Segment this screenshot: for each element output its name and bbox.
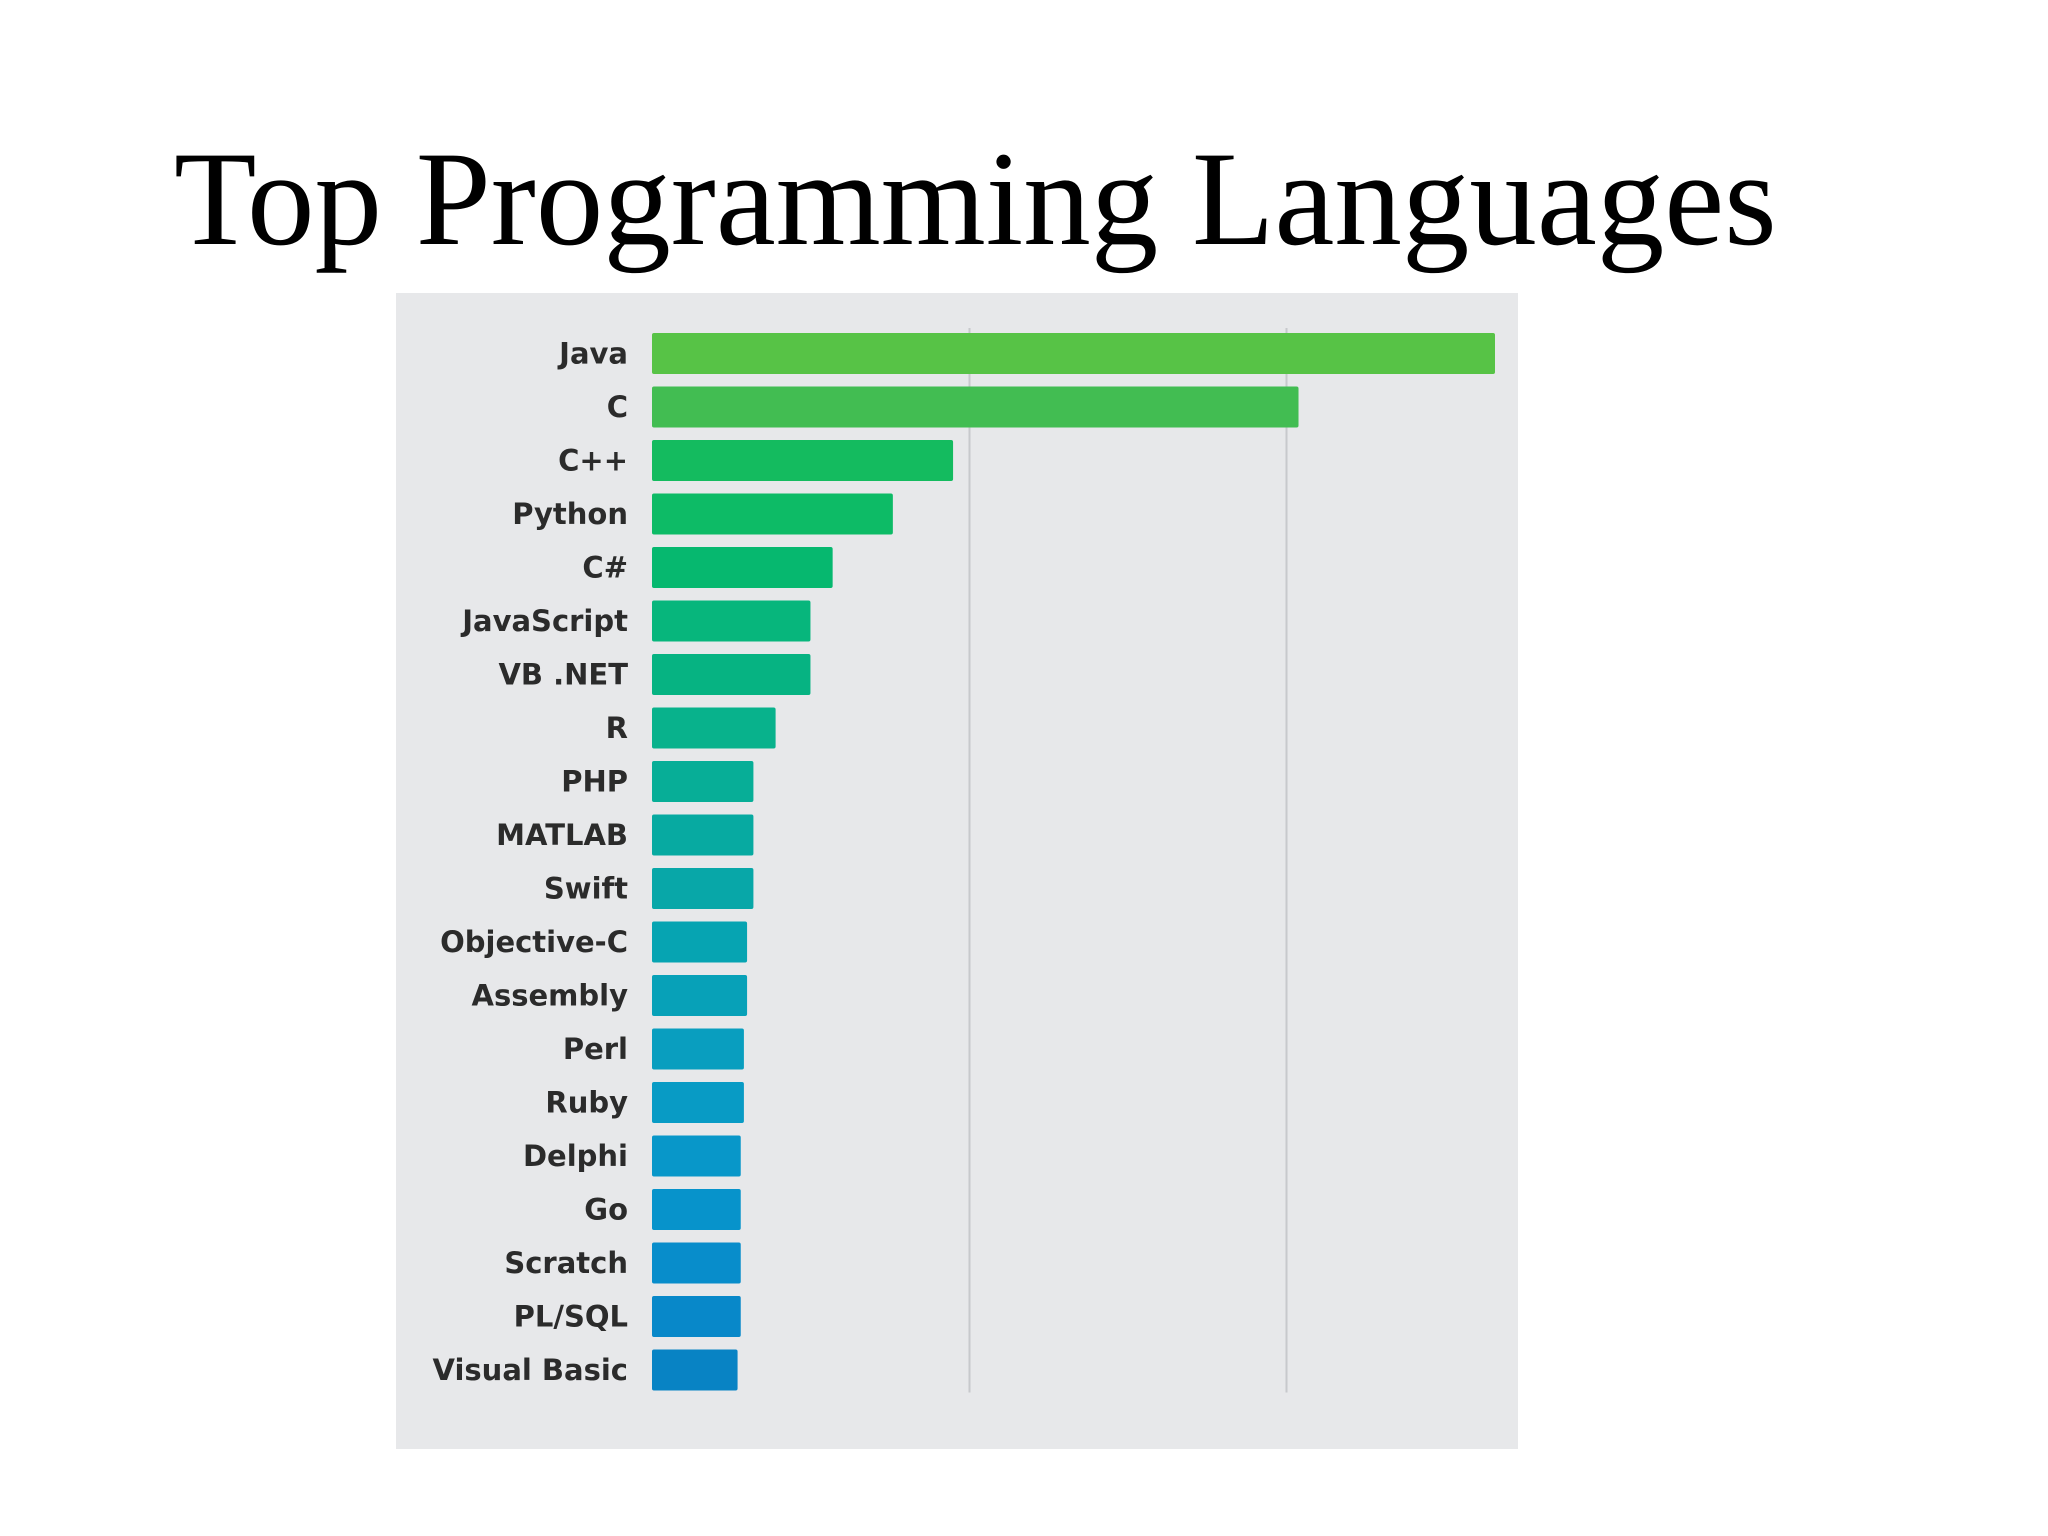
category-label-matlab: MATLAB <box>496 818 628 852</box>
category-label-assembly: Assembly <box>472 979 629 1013</box>
category-label-vb-net: VB .NET <box>498 658 628 692</box>
chart-panel: Java C C++ Python C# JavaScript VB .NET R PHP MAT… <box>396 293 1518 1449</box>
category-label-objective-c: Objective-C <box>440 925 628 959</box>
bar-matlab <box>652 814 754 856</box>
category-label-php: PHP <box>561 765 628 799</box>
bar-visual-basic <box>652 1349 738 1391</box>
bar-assembly <box>652 975 748 1016</box>
category-label-scratch: Scratch <box>504 1246 628 1280</box>
bar-pl-sql <box>652 1296 741 1337</box>
bar-vb-net <box>652 654 811 695</box>
bar-go <box>652 1189 741 1230</box>
bar-php <box>652 761 754 802</box>
slide-title: Top Programming Languages <box>174 125 1777 274</box>
bar-perl <box>652 1028 744 1070</box>
category-label-pl-sql: PL/SQL <box>514 1300 628 1334</box>
bar-chart: Java C C++ Python C# JavaScript VB .NET R PHP MAT… <box>433 328 1495 1393</box>
category-label-ruby: Ruby <box>545 1086 628 1120</box>
bar-scratch <box>652 1242 741 1284</box>
bar-swift <box>652 868 754 909</box>
category-label-perl: Perl <box>563 1032 628 1066</box>
category-label-delphi: Delphi <box>523 1139 628 1173</box>
category-label-python: Python <box>512 497 628 531</box>
bar-objective-c <box>652 921 748 963</box>
category-label-swift: Swift <box>544 872 628 906</box>
category-label-java: Java <box>557 337 628 371</box>
bar-c <box>652 386 1299 428</box>
bar-c <box>652 440 954 481</box>
category-label-javascript: JavaScript <box>460 604 628 638</box>
bar-javascript <box>652 600 811 642</box>
bar-r <box>652 707 776 749</box>
bar-c <box>652 547 833 588</box>
bar-python <box>652 493 893 535</box>
category-label-visual-basic: Visual Basic <box>433 1353 628 1387</box>
category-label-go: Go <box>584 1193 628 1227</box>
category-label-c: C <box>607 390 628 424</box>
bar-java <box>652 333 1495 374</box>
category-label-c: C++ <box>558 444 628 478</box>
category-label-r: R <box>606 711 628 745</box>
bar-ruby <box>652 1082 744 1123</box>
category-label-c: C# <box>582 551 628 585</box>
bar-delphi <box>652 1135 741 1177</box>
